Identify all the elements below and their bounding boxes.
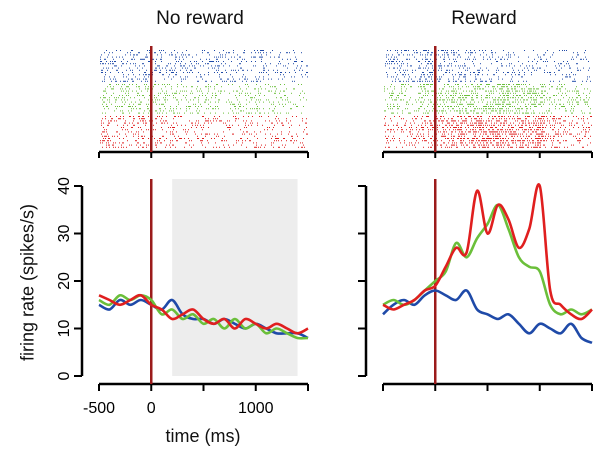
series-line-blue [382,289,593,345]
series-line-green [382,203,593,316]
y-tick-label: 40 [56,177,73,195]
right-panel-title: Reward [451,8,517,29]
raster-right [382,46,593,158]
y-tick-label: 30 [56,225,73,243]
plot-left: 0 10 20 30 40 -500 0 1000 [56,177,309,417]
x-tick-label: -500 [83,400,115,417]
raster-trials-green [384,84,591,114]
shaded-region [172,179,298,376]
x-tick-label: 1000 [238,400,274,417]
raster-trials-blue [385,50,591,82]
x-tick-label: 0 [147,400,156,417]
y-tick-label: 0 [56,371,73,380]
series-line-red [98,293,309,335]
y-tick-label: 10 [56,320,73,338]
plot-right [358,179,593,391]
raster-left [98,46,309,158]
left-panel-title: No reward [156,8,244,29]
y-tick-label: 20 [56,272,73,290]
raster-trials-red [100,116,308,148]
raster-trials-green [100,84,307,114]
x-axis-label: time (ms) [165,426,241,446]
series-line-red [382,183,593,321]
raster-trials-blue [100,50,308,82]
raster-trials-red [384,116,592,148]
y-axis-label: firing rate (spikes/s) [17,203,38,362]
